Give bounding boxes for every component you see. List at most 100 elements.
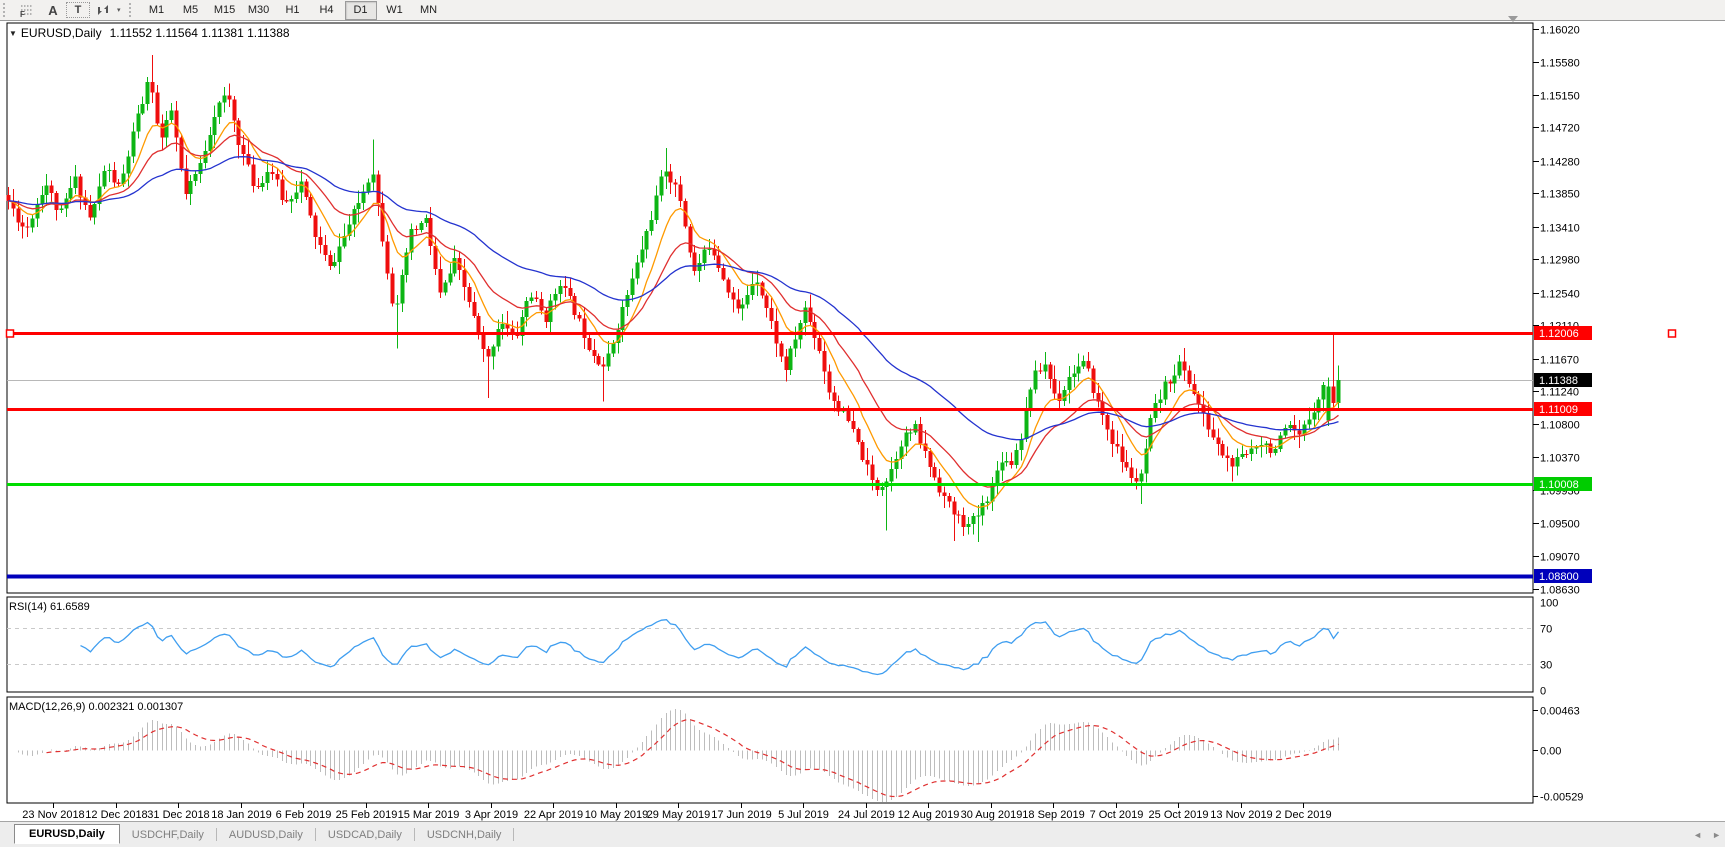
- fast-ema-line: [8, 121, 1339, 509]
- price-badges: 1.12006 1.11009 1.10008 1.08800 1.11388: [1534, 326, 1592, 583]
- macd-indicator-label: MACD(12,26,9) 0.002321 0.001307: [9, 701, 184, 713]
- svg-text:18 Jan 2019: 18 Jan 2019: [211, 809, 272, 821]
- svg-text:29 May 2019: 29 May 2019: [647, 809, 711, 821]
- tabs-scroll-left-icon[interactable]: ◄: [1693, 829, 1703, 840]
- timeframe-m1[interactable]: M1: [148, 4, 165, 16]
- svg-text:30 Aug 2019: 30 Aug 2019: [961, 809, 1023, 821]
- timeframe-w1[interactable]: W1: [386, 4, 403, 16]
- price-badge-1.08800: [1534, 569, 1592, 583]
- chart-shift-marker-icon[interactable]: [1508, 16, 1518, 22]
- svg-text:5 Jul 2019: 5 Jul 2019: [778, 809, 829, 821]
- svg-text:1.14720: 1.14720: [1540, 123, 1580, 135]
- tab-separator: [215, 828, 217, 841]
- svg-text:1.13410: 1.13410: [1540, 223, 1580, 235]
- svg-text:0.00: 0.00: [1540, 746, 1561, 758]
- svg-text:1.09500: 1.09500: [1540, 519, 1580, 531]
- macd-histogram: [18, 709, 1339, 802]
- chart-ohlc-values: 1.11552 1.11564 1.11381 1.11388: [109, 26, 290, 40]
- svg-text:1.10800: 1.10800: [1540, 420, 1580, 432]
- tab-separator: [314, 828, 316, 841]
- svg-text:30: 30: [1540, 660, 1552, 672]
- svg-text:7 Oct 2019: 7 Oct 2019: [1090, 809, 1144, 821]
- toolbar-grip[interactable]: [3, 3, 10, 17]
- svg-text:6 Feb 2019: 6 Feb 2019: [276, 809, 332, 821]
- svg-text:10 May 2019: 10 May 2019: [585, 809, 649, 821]
- timeframe-m30[interactable]: M30: [247, 4, 270, 16]
- svg-text:25 Feb 2019: 25 Feb 2019: [336, 809, 398, 821]
- price-axis: 1.16020 1.15580 1.15150 1.14720 1.14280 1.138…: [1533, 25, 1580, 597]
- tab-usdcnh-daily[interactable]: USDCNH,Daily: [426, 828, 502, 841]
- chart-symbol: EURUSD,Daily: [20, 26, 102, 40]
- svg-text:24 Jul 2019: 24 Jul 2019: [838, 809, 895, 821]
- svg-text:-0.00529: -0.00529: [1540, 792, 1583, 804]
- svg-text:1.13850: 1.13850: [1540, 189, 1580, 201]
- svg-text:23 Nov 2018: 23 Nov 2018: [22, 809, 84, 821]
- timeframe-m5[interactable]: M5: [182, 4, 199, 16]
- chart-tabs-bar: EURUSD,Daily USDCHF,Daily AUDUSD,Daily U…: [0, 821, 1725, 847]
- toolbar-grip-2[interactable]: [128, 3, 136, 17]
- timeframe-d1[interactable]: D1: [344, 0, 377, 20]
- chart-canvas[interactable]: 1.16020 1.15580 1.15150 1.14720 1.14280 1.138…: [0, 21, 1725, 821]
- svg-text:1.08800: 1.08800: [1539, 571, 1579, 583]
- timeframe-m15[interactable]: M15: [213, 4, 236, 16]
- svg-text:18 Sep 2019: 18 Sep 2019: [1022, 809, 1084, 821]
- svg-text:1.11240: 1.11240: [1540, 387, 1579, 399]
- price-badge-1.10008: [1534, 477, 1592, 491]
- chart-region: 1.16020 1.15580 1.15150 1.14720 1.14280 1.138…: [0, 16, 1725, 821]
- svg-text:2 Dec 2019: 2 Dec 2019: [1275, 809, 1331, 821]
- svg-text:1.11670: 1.11670: [1540, 355, 1579, 367]
- tab-usdchf-daily[interactable]: USDCHF,Daily: [131, 828, 204, 841]
- price-badge-1.12006: [1534, 326, 1592, 340]
- tabs-scroll-right-icon[interactable]: ►: [1712, 829, 1721, 840]
- horizontal-lines: [5, 329, 1677, 579]
- text-label-icon[interactable]: A: [48, 2, 58, 18]
- tab-separator: [413, 828, 415, 841]
- svg-text:22 Apr 2019: 22 Apr 2019: [524, 809, 583, 821]
- timeframe-h1[interactable]: H1: [285, 4, 300, 16]
- rsi-axis: 100 70 30 0: [7, 598, 1558, 698]
- arrows-icon[interactable]: [90, 2, 116, 19]
- svg-text:17 Jun 2019: 17 Jun 2019: [711, 809, 772, 821]
- chart-title: ▼ EURUSD,Daily 1.11552 1.11564 1.11381 1.1…: [9, 26, 290, 40]
- svg-text:F: F: [20, 10, 25, 18]
- timeframe-mn[interactable]: MN: [419, 4, 438, 16]
- svg-text:15 Mar 2019: 15 Mar 2019: [398, 809, 460, 821]
- macd-axis: 0.00463 0.00 -0.00529: [1533, 706, 1583, 804]
- svg-text:1.14280: 1.14280: [1540, 157, 1580, 169]
- macd-signal-line: [46, 719, 1339, 798]
- svg-text:70: 70: [1540, 624, 1552, 636]
- bid-price-badge: [1534, 373, 1592, 387]
- svg-text:1.16020: 1.16020: [1540, 25, 1580, 37]
- fibonacci-icon[interactable]: F: [14, 2, 40, 19]
- date-axis: 23 Nov 2018 12 Dec 2018 31 Dec 2018 18 Jan …: [22, 803, 1332, 821]
- svg-text:1.12980: 1.12980: [1540, 255, 1580, 267]
- svg-text:1.11009: 1.11009: [1539, 404, 1578, 416]
- symbol-caret-icon[interactable]: ▼: [9, 29, 17, 38]
- svg-text:1.12006: 1.12006: [1539, 328, 1579, 340]
- text-icon[interactable]: T: [66, 2, 90, 18]
- svg-text:1.10008: 1.10008: [1539, 479, 1579, 491]
- svg-text:100: 100: [1540, 598, 1558, 610]
- svg-text:13 Nov 2019: 13 Nov 2019: [1210, 809, 1272, 821]
- svg-text:25 Oct 2019: 25 Oct 2019: [1149, 809, 1209, 821]
- svg-text:12 Dec 2018: 12 Dec 2018: [85, 809, 147, 821]
- arrows-dropdown-icon[interactable]: ▾: [117, 7, 121, 14]
- timeframe-h4[interactable]: H4: [319, 4, 334, 16]
- tab-usdcad-daily[interactable]: USDCAD,Daily: [327, 828, 402, 841]
- rsi-line: [80, 619, 1340, 676]
- svg-text:1.09070: 1.09070: [1540, 552, 1580, 564]
- svg-text:1.08630: 1.08630: [1540, 585, 1580, 597]
- svg-text:1.15150: 1.15150: [1540, 91, 1580, 103]
- hline-handle: [1667, 329, 1677, 338]
- toolbar: F A T ▾ M1 M5 M15 M30 H1 H4 D1 W1 MN: [0, 0, 1725, 21]
- svg-text:1.12540: 1.12540: [1540, 289, 1580, 301]
- tab-audusd-daily[interactable]: AUDUSD,Daily: [228, 828, 303, 841]
- svg-text:1.15580: 1.15580: [1540, 58, 1580, 70]
- pane-borders: [6, 22, 1534, 804]
- price-badge-1.11009: [1534, 402, 1592, 416]
- svg-text:1.11388: 1.11388: [1539, 375, 1578, 387]
- tab-eurusd-daily[interactable]: EURUSD,Daily: [14, 823, 120, 844]
- slow-ema-line: [8, 156, 1339, 441]
- svg-text:12 Aug 2019: 12 Aug 2019: [898, 809, 960, 821]
- svg-text:0: 0: [1540, 686, 1546, 698]
